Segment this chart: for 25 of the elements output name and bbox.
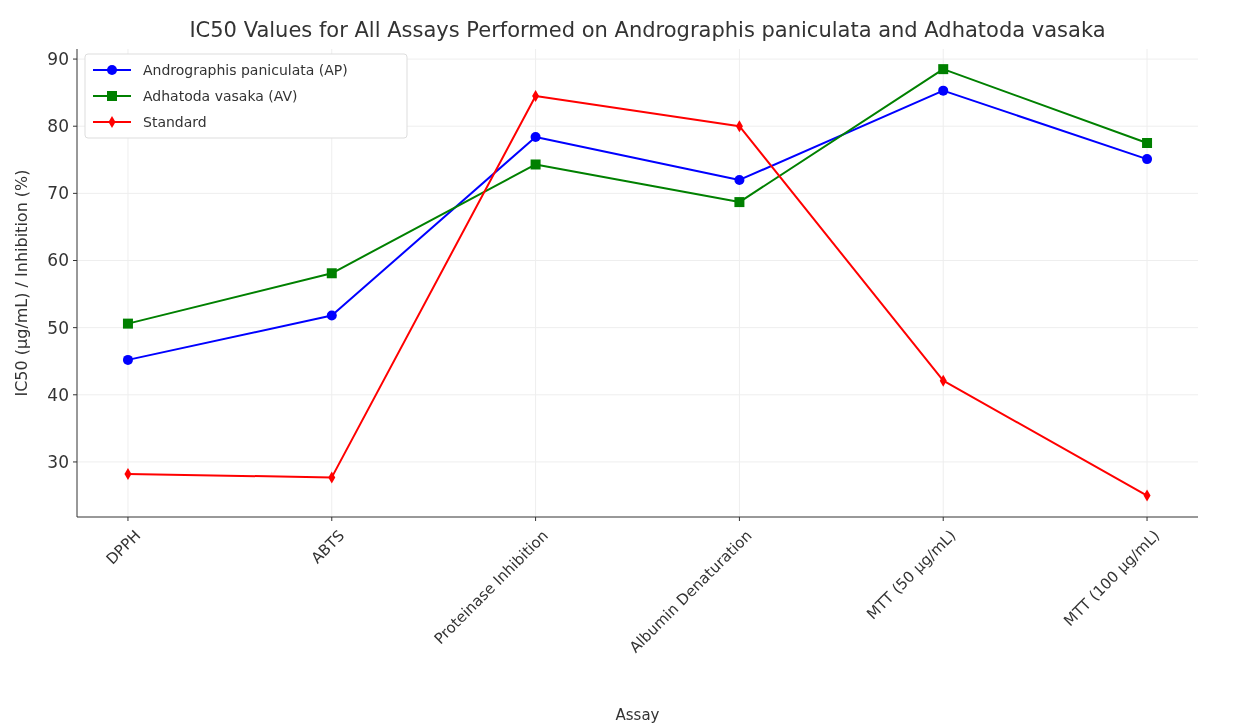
point <box>734 197 745 208</box>
chart-title: IC50 Values for All Assays Performed on Andrographis paniculata and Adhatoda vasaka <box>189 18 1106 42</box>
point <box>530 159 541 170</box>
point <box>326 268 337 279</box>
y-tick-label: 30 <box>47 451 69 472</box>
point <box>1142 154 1153 165</box>
point <box>734 174 745 185</box>
legend-label: Adhatoda vasaka (AV) <box>143 87 298 104</box>
point <box>122 354 133 365</box>
point <box>122 318 133 329</box>
point <box>326 310 337 321</box>
y-tick-label: 70 <box>47 183 69 204</box>
point <box>938 64 949 75</box>
point <box>1142 138 1153 148</box>
y-tick-label: 50 <box>47 317 69 338</box>
y-tick-label: 60 <box>47 250 69 271</box>
point <box>530 131 541 142</box>
y-tick-label: 90 <box>47 49 69 70</box>
y-tick-label: 40 <box>47 384 69 405</box>
y-axis-title: IC50 (µg/mL) / Inhibition (%) <box>12 169 31 397</box>
y-tick-label: 80 <box>47 116 69 137</box>
point <box>938 85 949 96</box>
legend-label: Standard <box>143 113 207 130</box>
x-axis-title: Assay <box>615 706 660 724</box>
legend-label: Andrographis paniculata (AP) <box>143 61 348 78</box>
